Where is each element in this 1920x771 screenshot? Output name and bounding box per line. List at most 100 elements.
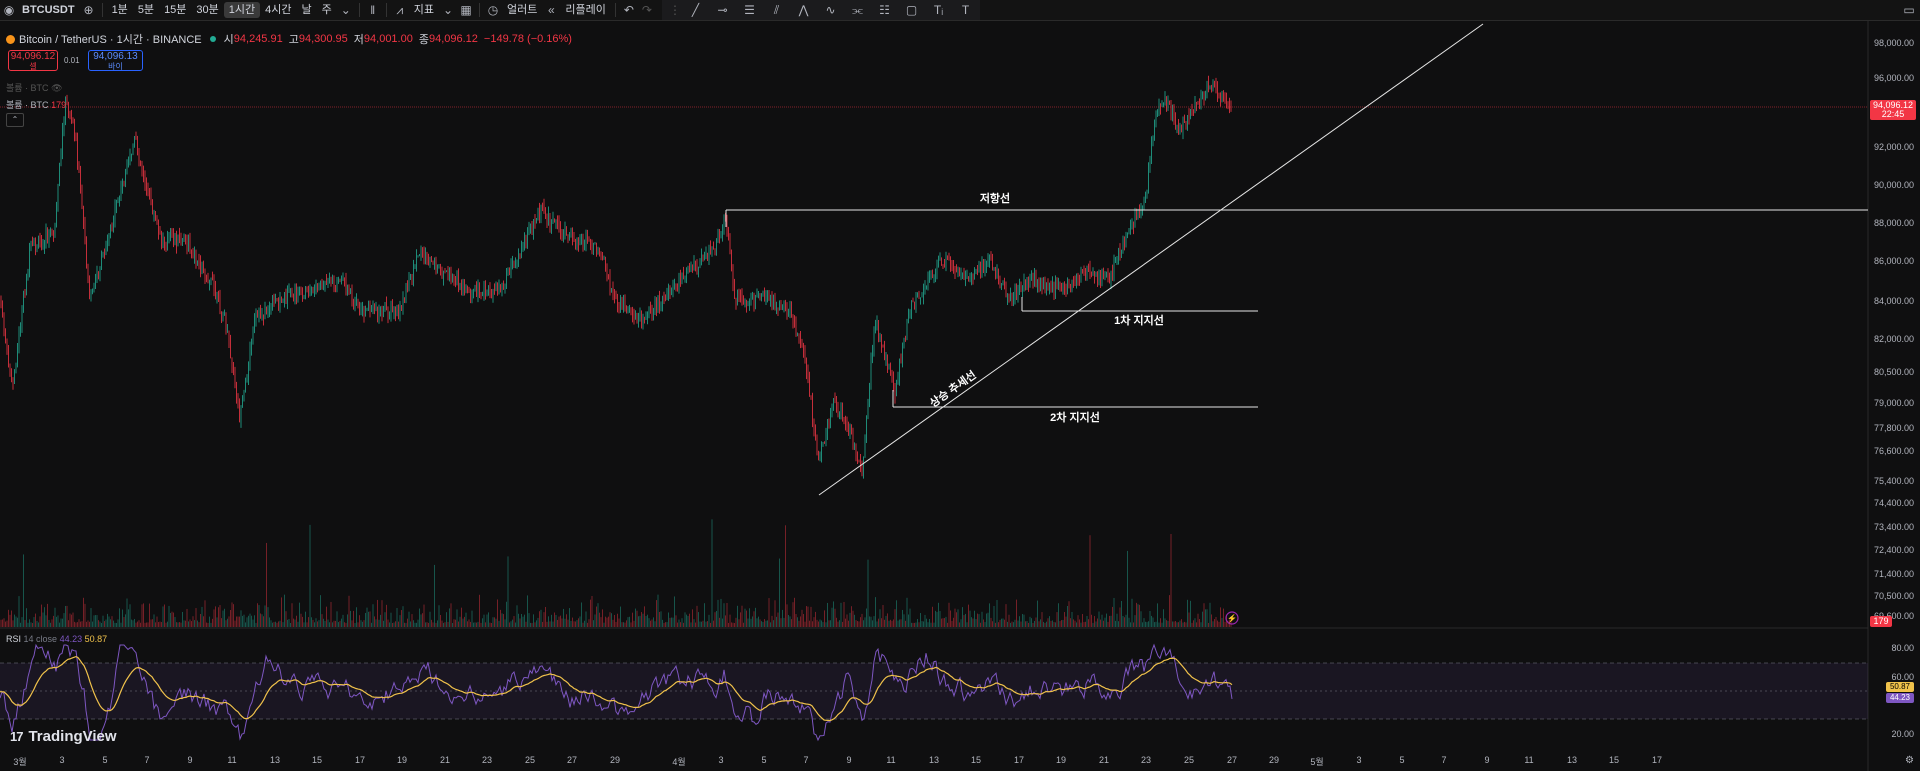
symbol-search-icon[interactable]: ◉ (3, 3, 15, 17)
rectangle-icon[interactable]: ▢ (905, 3, 918, 17)
tradingview-logo[interactable]: 17 TradingView (10, 728, 117, 745)
volume-bar (1209, 602, 1211, 627)
text-tool-icon[interactable]: Tᵢ (933, 3, 944, 17)
replay-button[interactable]: 리플레이 (565, 4, 606, 16)
volume-bar (297, 621, 299, 627)
volume-bar (198, 622, 200, 627)
volume-bar (1040, 619, 1041, 627)
chart-settings-icon[interactable]: ⚙ (1905, 755, 1914, 766)
rsi-legend[interactable]: RSI 14 close 44.23 50.87 (6, 634, 107, 644)
volume-bar (1118, 621, 1119, 627)
fib-retracement-icon[interactable]: ☰ (744, 3, 755, 17)
volume-bar (875, 597, 876, 627)
volume-bar (869, 616, 870, 627)
maximize-icon[interactable]: ▭ (1903, 3, 1915, 17)
volume-bar (779, 558, 780, 627)
symbol-button[interactable]: BTCUSDT (22, 4, 75, 16)
price-scale-label: 92,000.00 (1873, 142, 1914, 152)
volume-bar (3, 618, 5, 627)
volume-bar (719, 617, 720, 627)
volume-bar (245, 622, 246, 627)
volume-bar (842, 621, 843, 627)
interval-5m[interactable]: 5분 (137, 4, 155, 16)
volume-bar (186, 608, 188, 627)
add-symbol-icon[interactable]: ⊕ (83, 3, 94, 17)
text-icon[interactable]: T (961, 3, 970, 17)
volume-bar (1002, 618, 1004, 627)
market-open-icon (209, 36, 216, 42)
price-scale-label: 82,000.00 (1873, 334, 1914, 344)
volume-bar (939, 611, 941, 627)
interval-15m[interactable]: 15분 (164, 4, 187, 16)
volume-bar (659, 611, 660, 627)
volume-indicator-label[interactable]: 볼륨 · BTC 179 (6, 98, 66, 111)
alert-clock-icon[interactable]: ◷ (487, 3, 499, 17)
redo-icon[interactable]: ↷ (641, 3, 652, 17)
candles-icon[interactable]: ǁ (370, 3, 376, 17)
volume-bar (461, 607, 462, 627)
eye-icon[interactable]: 👁 (51, 83, 63, 93)
sell-button[interactable]: 94,096.12 셀 (8, 50, 58, 71)
layout-grid-icon[interactable]: ▦ (460, 3, 472, 17)
volume-bar (947, 622, 948, 627)
volume-bar (752, 616, 753, 627)
interval-week[interactable]: 주 (321, 4, 332, 16)
volume-bar (15, 616, 17, 627)
volume-bar (666, 622, 668, 627)
volume-bar (495, 618, 497, 627)
volume-bar (1080, 622, 1082, 627)
prediction-icon[interactable]: ☷ (879, 3, 890, 17)
volume-bar (1019, 616, 1020, 627)
volume-bar (857, 621, 858, 627)
lightning-glyph: ⚡ (1227, 613, 1237, 623)
uptrend-line[interactable] (818, 23, 1484, 496)
volume-bar (215, 606, 216, 627)
volume-bar (516, 605, 518, 627)
buy-button[interactable]: 94,096.13 바이 (88, 50, 143, 71)
volume-bar (732, 622, 734, 627)
interval-1h[interactable]: 1시간 (223, 2, 261, 18)
volume-bar (957, 609, 959, 627)
lightning-alert-icon[interactable] (1225, 611, 1239, 625)
alert-button[interactable]: 얼러트 (507, 4, 538, 16)
indicators-icon[interactable]: ⩘ (396, 3, 404, 17)
indicators-button[interactable]: 지표 (413, 4, 434, 16)
projection-icon[interactable]: ⫘ (852, 3, 863, 17)
interval-1m[interactable]: 1분 (111, 4, 128, 16)
price-scale-label: 75,400.00 (1873, 476, 1914, 486)
volume-bar (498, 620, 500, 627)
volume-bar (845, 618, 846, 627)
volume-bar (413, 620, 414, 627)
volume-bar (1067, 605, 1068, 627)
undo-icon[interactable]: ↶ (623, 3, 634, 17)
chevron-down-icon[interactable]: ⌄ (340, 3, 351, 17)
trend-line-icon[interactable]: ╱ (691, 3, 700, 17)
rsi-value: 44.23 (59, 634, 83, 644)
bitcoin-logo-icon (6, 34, 15, 44)
volume-bar (681, 618, 683, 627)
parallel-channel-icon[interactable]: ⫽ (773, 3, 780, 17)
volume-bar (941, 618, 942, 627)
volume-bar (597, 603, 599, 627)
volume-indicator-label-hidden[interactable]: 볼륨 · BTC 👁 (6, 81, 63, 94)
price-chart[interactable]: 저항선 1차 지지선 2차 지지선 상승 추세선 ⚡ (0, 20, 1920, 771)
interval-30m[interactable]: 30분 (196, 4, 219, 16)
volume-bar (1205, 609, 1206, 627)
collapse-legend-button[interactable]: ⌃ (6, 113, 24, 127)
horizontal-ray-icon[interactable]: ⊸ (717, 3, 728, 17)
volume-bar (440, 615, 441, 627)
volume-bar (1211, 614, 1212, 627)
volume-bar (321, 614, 323, 627)
pattern-icon[interactable]: ⋀ (798, 3, 809, 17)
legend-title[interactable]: Bitcoin / TetherUS · 1시간 · BINANCE (19, 34, 202, 46)
interval-day[interactable]: 날 (301, 4, 312, 16)
volume-bar (560, 615, 561, 627)
drag-handle-icon[interactable]: ⋮ (669, 3, 681, 17)
replay-icon[interactable]: « (548, 3, 555, 17)
volume-bar (1187, 599, 1188, 627)
volume-bar (789, 616, 791, 627)
interval-4h[interactable]: 4시간 (265, 4, 292, 16)
elliott-wave-icon[interactable]: ∿ (825, 3, 836, 17)
volume-bar (258, 605, 260, 627)
chevron-down-icon[interactable]: ⌄ (442, 3, 454, 17)
